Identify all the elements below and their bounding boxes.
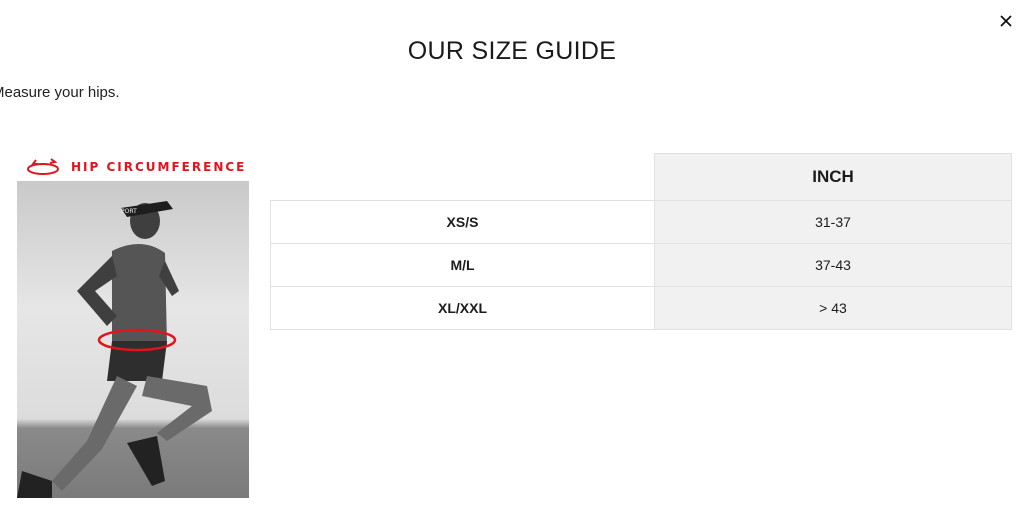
size-table: INCH XS/S 31-37 M/L 37-43 XL/XXL > 43: [270, 153, 1012, 330]
table-row: XS/S 31-37: [270, 200, 1012, 244]
intro-text: Measure your hips.: [0, 84, 120, 101]
inch-cell: > 43: [654, 286, 1012, 330]
close-icon[interactable]: [995, 10, 1017, 32]
table-row: M/L 37-43: [270, 243, 1012, 287]
header-blank-cell: [270, 153, 655, 201]
size-cell: XS/S: [270, 200, 655, 244]
hip-circumference-label: HIP CIRCUMFERENCE: [71, 160, 247, 174]
table-header-row: INCH: [270, 153, 1012, 201]
size-cell: XL/XXL: [270, 286, 655, 330]
hip-measurement-figure: HIP CIRCUMFERENCE PORT: [17, 155, 249, 498]
header-inch: INCH: [654, 153, 1012, 201]
cap-text: PORT: [121, 208, 137, 215]
size-cell: M/L: [270, 243, 655, 287]
rotate-arrows-icon: [27, 158, 59, 175]
table-row: XL/XXL > 43: [270, 286, 1012, 330]
runner-photo: PORT: [17, 181, 249, 498]
size-guide-title: OUR SIZE GUIDE: [407, 37, 617, 65]
inch-cell: 31-37: [654, 200, 1012, 244]
inch-cell: 37-43: [654, 243, 1012, 287]
